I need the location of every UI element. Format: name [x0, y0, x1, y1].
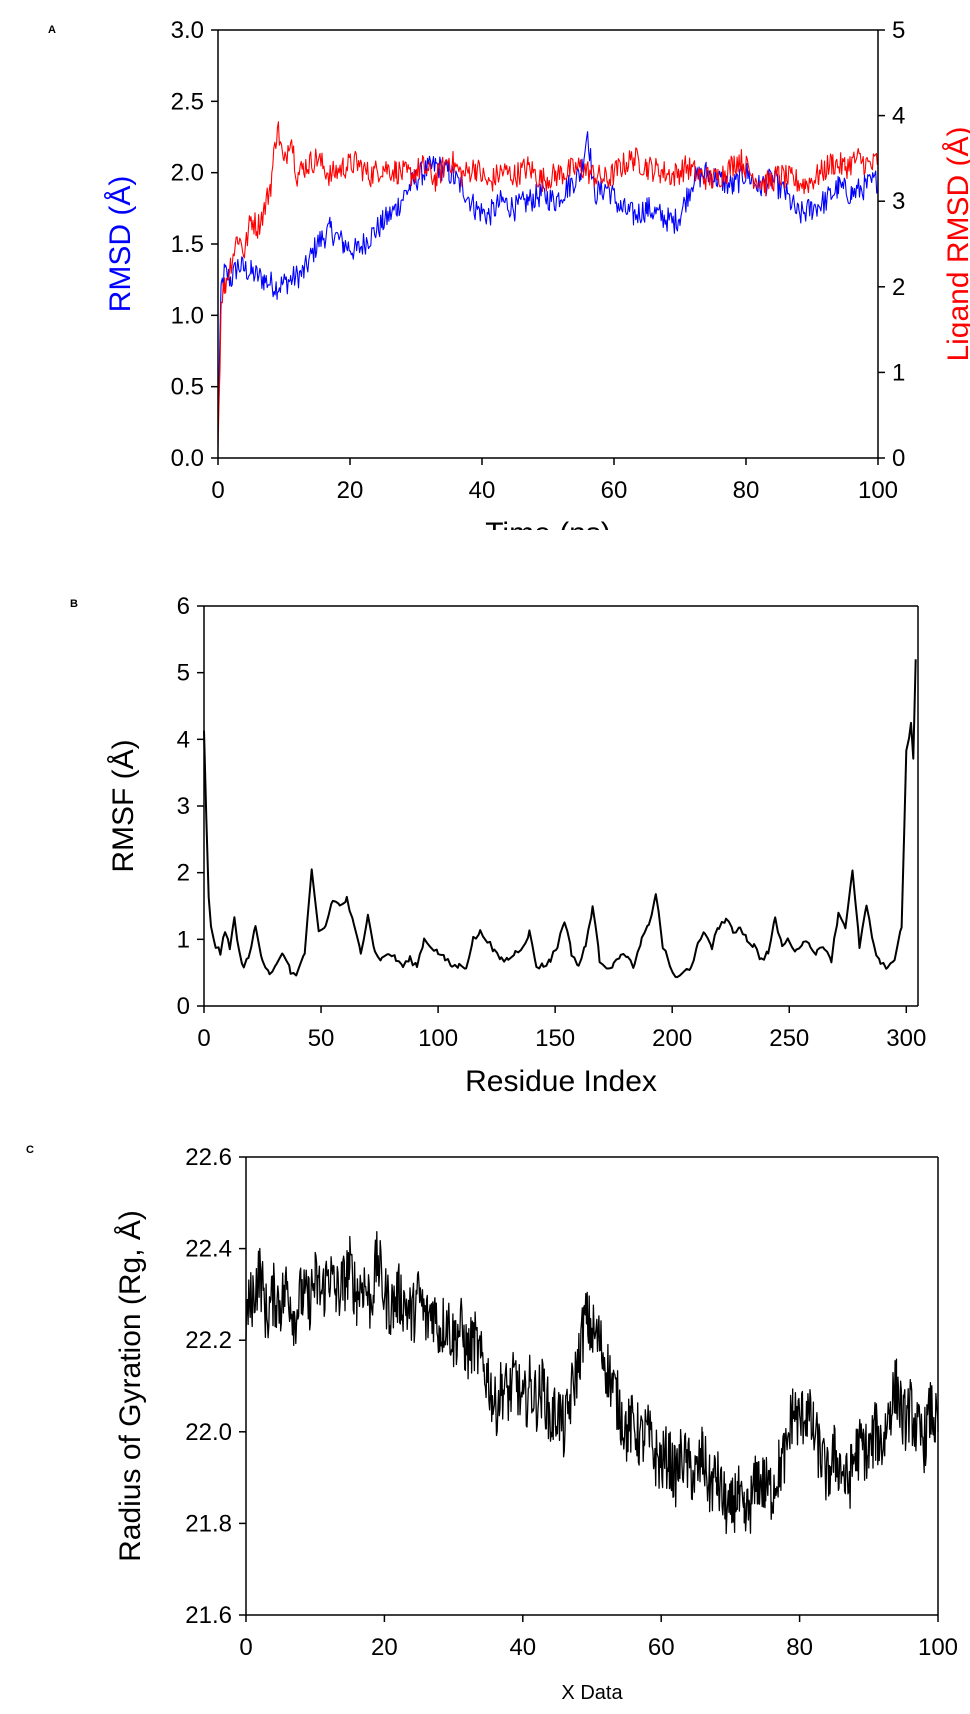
x-tick-label: 100 [918, 1634, 958, 1661]
y-tick-label: 0.5 [171, 374, 204, 401]
x-tick-label: 80 [786, 1634, 813, 1661]
y-tick-label: 4 [177, 726, 190, 753]
panel-label-a: A [48, 24, 56, 36]
panel-label-b: B [70, 598, 78, 610]
x-tick-label: 40 [509, 1634, 536, 1661]
y-axis-title: RMSD (Å) [104, 176, 137, 313]
y2-tick-label: 3 [892, 188, 905, 215]
panel-c: C 0 20 40 60 80 100 21.6 21.8 22.0 22.2 22.4 22.6 X D… [0, 1130, 970, 1709]
y2-tick-label: 1 [892, 359, 905, 386]
panel-label-c: C [26, 1144, 34, 1156]
y-tick-label: 22.0 [185, 1419, 232, 1446]
x-tick-label: 80 [733, 477, 760, 504]
y2-tick-label: 4 [892, 103, 905, 130]
y2-tick-label: 2 [892, 274, 905, 301]
chart-a: A 0 20 40 60 80 100 0.0 0.5 1.0 1.5 2.0 2.5 3.0 0 1 2 3 4 5… [48, 17, 970, 550]
x-tick-label: 20 [371, 1634, 398, 1661]
x-tick-label: 0 [197, 1025, 210, 1052]
y-tick-label: 21.8 [185, 1510, 232, 1537]
x-tick-label: 300 [886, 1025, 926, 1052]
y-tick-label: 2.0 [171, 160, 204, 187]
x-tick-label: 150 [535, 1025, 575, 1052]
panel-a: A 0 20 40 60 80 100 0.0 0.5 1.0 1.5 2.0 2.5 3.0 0 1 2 3 4 5… [0, 0, 970, 550]
x-axis-title: X Data [561, 1682, 623, 1704]
y2-tick-label: 0 [892, 445, 905, 472]
x-tick-label: 100 [418, 1025, 458, 1052]
y-tick-label: 3 [177, 793, 190, 820]
x-tick-label: 60 [648, 1634, 675, 1661]
y-tick-label: 22.6 [185, 1144, 232, 1171]
y-tick-label: 3.0 [171, 17, 204, 44]
chart-b: B 0 50 100 150 200 250 300 0 1 2 3 4 5 6 Residue Index R… [70, 593, 926, 1098]
y2-axis-title: Ligand RMSD (Å) [942, 126, 970, 361]
y-tick-label: 22.2 [185, 1327, 232, 1354]
series-line-1 [203, 659, 917, 979]
y-tick-label: 2.5 [171, 88, 204, 115]
chart-c: C 0 20 40 60 80 100 21.6 21.8 22.0 22.2 22.4 22.6 X D… [26, 1144, 958, 1704]
y-axis-title: RMSF (Å) [107, 739, 140, 872]
series-line-2 [217, 121, 879, 451]
x-axis-title: Time (ns) [485, 517, 611, 530]
x-axis-title: Residue Index [465, 1065, 657, 1098]
x-tick-label: 100 [858, 477, 898, 504]
x-tick-label: 40 [469, 477, 496, 504]
y-tick-label: 0.0 [171, 445, 204, 472]
y-tick-label: 21.6 [185, 1602, 232, 1629]
y-tick-label: 2 [177, 860, 190, 887]
y-tick-label: 1 [177, 926, 190, 953]
y-tick-label: 1.5 [171, 231, 204, 258]
x-tick-label: 20 [337, 477, 364, 504]
y-tick-label: 6 [177, 593, 190, 620]
panel-b: B 0 50 100 150 200 250 300 0 1 2 3 4 5 6 Residue Index R… [0, 580, 970, 1120]
x-tick-label: 60 [601, 477, 628, 504]
x-tick-label: 200 [652, 1025, 692, 1052]
y2-tick-label: 5 [892, 17, 905, 44]
y-axis-title: Radius of Gyration (Rg, Å) [114, 1210, 147, 1562]
x-tick-label: 0 [239, 1634, 252, 1661]
y-tick-label: 5 [177, 660, 190, 687]
x-tick-label: 0 [211, 477, 224, 504]
x-tick-label: 50 [308, 1025, 335, 1052]
y-tick-label: 0 [177, 993, 190, 1020]
y-tick-label: 1.0 [171, 302, 204, 329]
y-tick-label: 22.4 [185, 1236, 232, 1263]
series-line-1 [245, 1231, 939, 1535]
x-tick-label: 250 [769, 1025, 809, 1052]
